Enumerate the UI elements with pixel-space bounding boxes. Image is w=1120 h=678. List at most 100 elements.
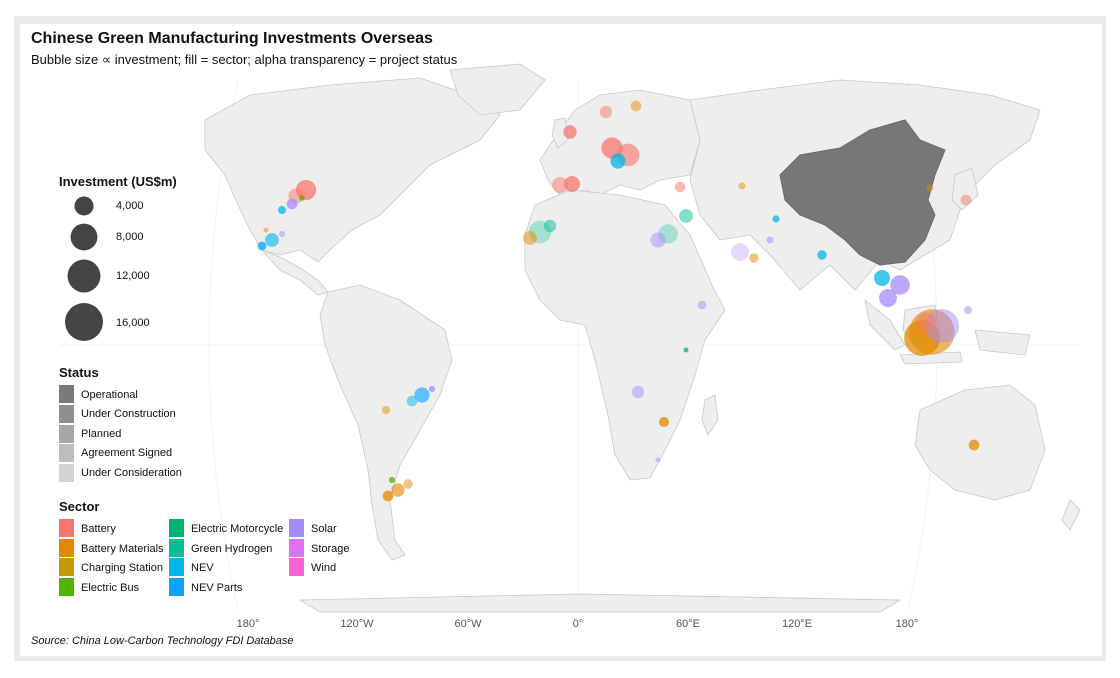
investment-bubble (697, 300, 707, 310)
investment-bubble (414, 387, 430, 403)
investment-bubble (599, 105, 613, 119)
sector-label: Battery Materials (81, 543, 164, 555)
investment-bubble (749, 253, 759, 263)
status-label: Under Construction (81, 408, 176, 420)
north-america (204, 77, 501, 263)
status-swatch (59, 405, 74, 423)
madagascar (701, 394, 719, 436)
investment-bubble (610, 153, 626, 169)
investment-bubble (299, 195, 305, 201)
sector-label: Electric Motorcycle (191, 523, 284, 535)
sector-label: Wind (311, 562, 337, 574)
investment-bubble (406, 395, 418, 407)
investment-bubble (658, 416, 670, 428)
south-america (319, 284, 453, 561)
investment-bubble (263, 227, 269, 233)
status-label: Operational (81, 389, 138, 401)
status-label: Agreement Signed (81, 447, 173, 459)
investment-bubble (926, 184, 934, 192)
investment-bubble (874, 270, 890, 286)
investment-legend-label: 12,000 (116, 270, 150, 282)
investment-bubble (564, 176, 580, 192)
investment-bubble (772, 215, 780, 223)
investment-bubble (388, 476, 396, 484)
investment-bubble (265, 233, 279, 247)
investment-bubble (679, 209, 693, 223)
sector-label: Charging Station (81, 562, 163, 574)
sector-label: NEV Parts (191, 582, 243, 594)
x-tick-label: 60°E (676, 618, 700, 630)
investment-legend-circle (67, 259, 101, 293)
sector-swatch (59, 539, 74, 557)
status-legend-title: Status (59, 365, 99, 380)
sector-swatch (169, 519, 184, 537)
investment-bubble (916, 312, 936, 332)
investment-legend-circle (70, 223, 98, 251)
x-tick-label: 120°W (340, 618, 374, 630)
sector-label: Green Hydrogen (191, 543, 273, 555)
sector-swatch (289, 558, 304, 576)
investment-legend-label: 8,000 (116, 231, 144, 243)
investment-legend-circle (74, 196, 94, 216)
investment-bubble (674, 181, 686, 193)
investment-legend-label: 4,000 (116, 200, 144, 212)
investment-bubble (968, 439, 980, 451)
source-note: Source: China Low-Carbon Technology FDI … (31, 635, 294, 647)
greenland (449, 63, 546, 116)
chart-subtitle: Bubble size ∝ investment; fill = sector;… (31, 52, 458, 67)
investment-legend-circles (65, 196, 103, 341)
sector-swatch (169, 539, 184, 557)
x-tick-label: 0° (572, 618, 584, 630)
status-swatch (59, 425, 74, 443)
x-tick-label: 180° (236, 618, 260, 630)
investment-bubble (278, 230, 286, 238)
sector-label: Storage (311, 543, 350, 555)
sector-swatch (59, 578, 74, 596)
investment-legend-circle (65, 303, 103, 341)
investment-bubble (890, 275, 910, 295)
status-label: Planned (81, 428, 122, 440)
chart-title: Chinese Green Manufacturing Investments … (31, 30, 433, 47)
investment-bubble (630, 100, 642, 112)
sector-label: NEV (191, 562, 214, 574)
investment-bubble (738, 182, 746, 190)
x-tick-label: 120°E (781, 618, 813, 630)
new-guinea (974, 329, 1031, 356)
sector-label: Battery (81, 523, 116, 535)
sector-label: Electric Bus (81, 582, 140, 594)
sector-swatch (289, 539, 304, 557)
status-swatch (59, 385, 74, 403)
investment-bubble (960, 194, 972, 206)
investment-bubble (257, 241, 267, 251)
investment-bubble (563, 125, 577, 139)
africa (524, 189, 726, 481)
sector-swatch (59, 519, 74, 537)
sector-swatch (169, 558, 184, 576)
investment-bubble (403, 479, 413, 489)
investment-bubble (523, 231, 537, 245)
sector-swatch (59, 558, 74, 576)
status-swatch (59, 444, 74, 462)
investment-bubble (552, 177, 568, 193)
x-tick-label: 180° (895, 618, 919, 630)
investment-bubble (382, 406, 390, 414)
antarctica (298, 593, 902, 613)
sumatra (864, 299, 906, 351)
status-swatch (59, 464, 74, 482)
investment-bubbles (257, 100, 980, 502)
investment-bubble (766, 236, 774, 244)
uk (551, 117, 569, 149)
investment-bubble (278, 206, 286, 214)
investment-bubble (655, 457, 661, 463)
sector-label: Solar (311, 523, 337, 535)
australia (914, 384, 1046, 501)
new-zealand (1061, 499, 1081, 531)
sector-swatch (169, 578, 184, 596)
sector-swatch (289, 519, 304, 537)
investment-legend-label: 16,000 (116, 317, 150, 329)
investment-bubble (286, 198, 298, 210)
investment-legend-title: Investment (US$m) (59, 174, 177, 189)
china-highlight (779, 119, 946, 266)
investment-bubble (650, 232, 666, 248)
